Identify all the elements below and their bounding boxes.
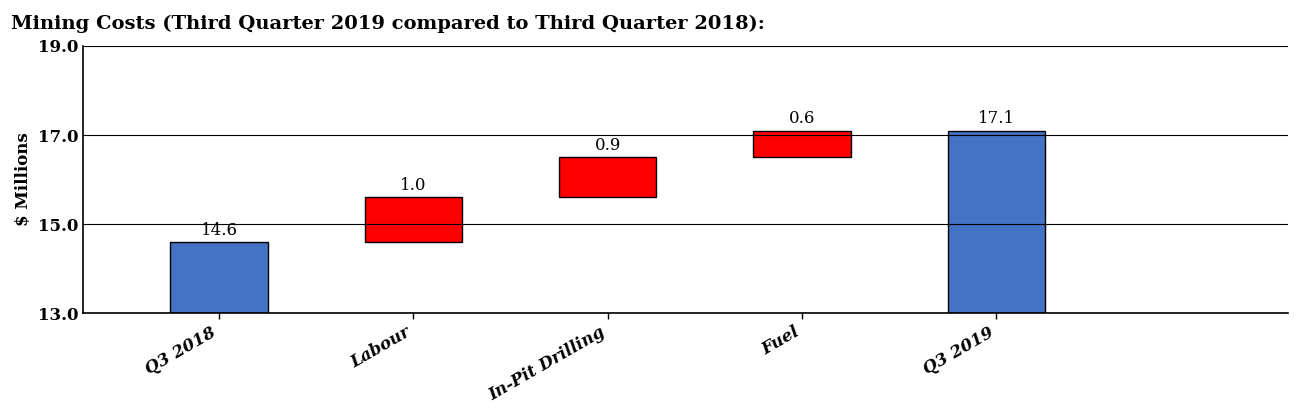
Text: Mining Costs (Third Quarter 2019 compared to Third Quarter 2018):: Mining Costs (Third Quarter 2019 compare… [10,15,765,33]
Bar [947,131,1045,313]
Bar [559,157,657,197]
Text: 14.6: 14.6 [201,222,237,239]
Text: 0.9: 0.9 [594,137,622,154]
Bar [753,131,851,157]
Bar [365,197,463,242]
Text: 1.0: 1.0 [400,177,426,194]
Text: 17.1: 17.1 [977,111,1015,127]
Y-axis label: $ Millions: $ Millions [16,133,33,226]
Text: 0.6: 0.6 [788,111,816,127]
Bar [171,242,267,313]
